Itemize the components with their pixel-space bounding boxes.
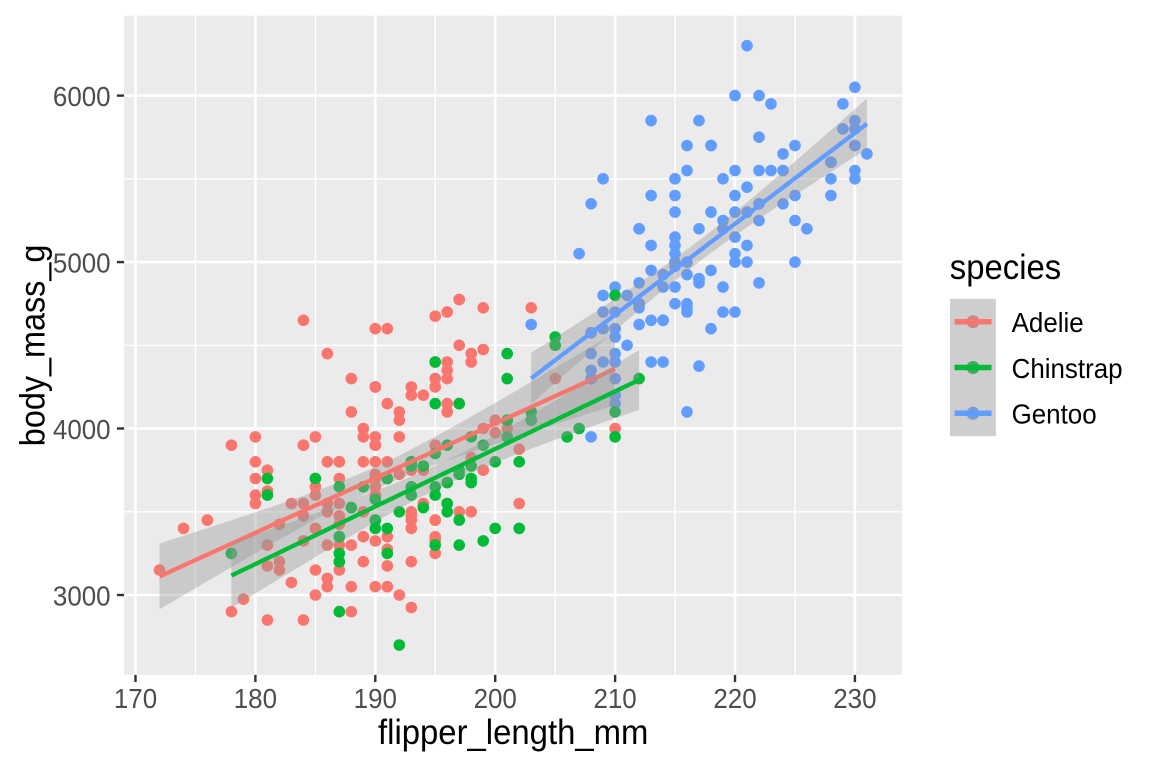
svg-text:3000: 3000 [53,580,111,612]
svg-text:Adelie: Adelie [1012,306,1084,338]
svg-text:230: 230 [833,682,876,714]
svg-text:6000: 6000 [53,80,111,112]
svg-text:species: species [950,248,1061,287]
svg-text:190: 190 [354,682,397,714]
svg-text:200: 200 [474,682,517,714]
svg-text:flipper_length_mm: flipper_length_mm [378,713,648,752]
svg-text:210: 210 [593,682,636,714]
svg-text:Gentoo: Gentoo [1012,398,1097,430]
svg-text:180: 180 [234,682,277,714]
svg-text:170: 170 [114,682,157,714]
svg-text:body_mass_g: body_mass_g [13,245,53,447]
svg-text:220: 220 [713,682,756,714]
svg-text:4000: 4000 [53,413,111,445]
svg-text:Chinstrap: Chinstrap [1012,352,1123,384]
svg-text:5000: 5000 [53,247,111,279]
